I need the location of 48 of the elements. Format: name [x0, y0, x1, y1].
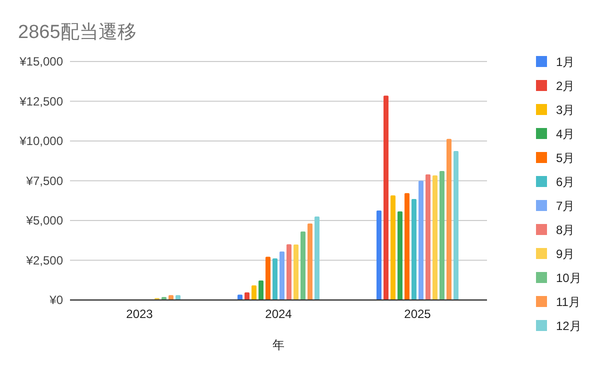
bar	[238, 294, 242, 300]
y-tick-label: ¥12,500	[18, 94, 64, 108]
bar	[258, 280, 264, 300]
legend-label: 11月	[556, 295, 580, 309]
bar	[426, 174, 430, 300]
x-tick-label: 2023	[126, 307, 154, 321]
legend-label: 5月	[556, 151, 575, 165]
bar	[244, 292, 250, 300]
legend-label: 4月	[556, 127, 575, 141]
legend-label: 1月	[556, 55, 575, 69]
bar	[252, 285, 256, 300]
bar	[280, 252, 284, 300]
legend-label: 6月	[556, 175, 575, 189]
legend-label: 7月	[556, 199, 575, 213]
y-tick-label: ¥0	[48, 293, 64, 307]
bar	[272, 258, 278, 300]
y-tick-label: ¥7,500	[25, 174, 64, 188]
y-tick-label: ¥2,500	[25, 253, 64, 268]
bar	[418, 180, 424, 300]
x-tick-label: 2024	[265, 307, 292, 321]
bar	[294, 244, 298, 300]
bar	[404, 193, 410, 300]
bar	[398, 211, 402, 300]
bar	[454, 151, 458, 300]
y-tick-label: ¥10,000	[18, 134, 64, 148]
legend-label: 8月	[556, 223, 575, 237]
legend-label: 9月	[556, 247, 575, 261]
bar	[440, 171, 444, 300]
legend-label: 3月	[556, 103, 575, 117]
legend-label: 12月	[556, 319, 582, 333]
bar	[432, 175, 438, 300]
y-tick-label: ¥5,000	[25, 214, 64, 228]
x-tick-label: 2025	[404, 307, 432, 321]
bar	[412, 199, 416, 300]
bar	[308, 224, 312, 300]
x-axis-title: 年	[272, 338, 284, 352]
bar	[266, 256, 270, 300]
legend-label: 10月	[556, 271, 582, 285]
bar	[314, 216, 320, 300]
bar	[300, 231, 306, 300]
bar	[286, 244, 292, 300]
legend-label: 2月	[556, 79, 575, 93]
bar	[390, 195, 396, 300]
y-tick-label: ¥15,000	[18, 54, 64, 68]
bar	[376, 210, 382, 300]
bar	[446, 138, 452, 300]
chart-title: 2865配当遷移	[18, 22, 136, 43]
bar	[384, 96, 388, 300]
